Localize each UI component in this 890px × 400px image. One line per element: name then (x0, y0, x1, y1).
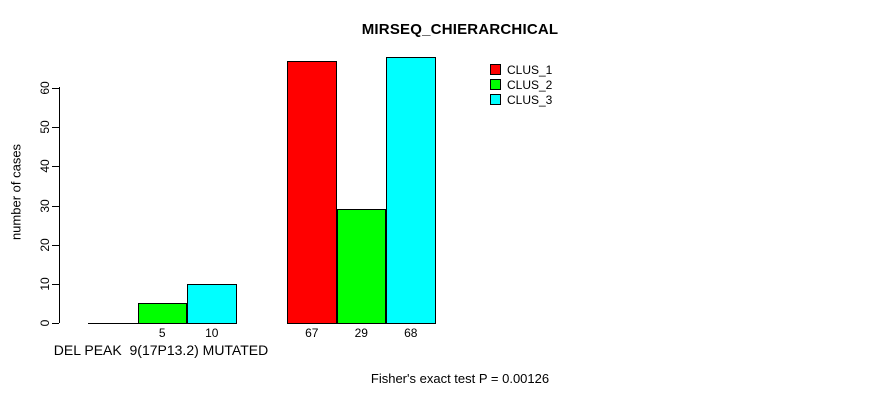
legend-label: CLUS_1 (507, 62, 553, 77)
y-axis-tick-label: 50 (38, 120, 52, 134)
y-axis-tick (52, 323, 59, 324)
y-axis-tick-label: 0 (38, 319, 52, 327)
y-axis-tick-label: 20 (38, 237, 52, 252)
bar-clus_1-group2 (287, 60, 337, 324)
x-axis-label: DEL PEAK 9(17P13.2) MUTATED (53, 342, 269, 358)
legend-item-clus_2: CLUS_2 (490, 77, 552, 92)
legend-item-clus_1: CLUS_1 (490, 62, 552, 77)
y-axis-tick-label: 60 (38, 81, 52, 95)
legend-item-clus_3: CLUS_3 (490, 92, 552, 107)
y-axis-tick-label: 10 (38, 277, 52, 291)
bar-clus_2-group1 (137, 303, 187, 324)
legend: CLUS_1 CLUS_2 CLUS_3 (490, 62, 552, 107)
y-axis-tick-label: 30 (38, 198, 52, 213)
fisher-test-annotation: Fisher's exact test P = 0.00126 (370, 371, 550, 386)
chart-title: MIRSEQ_CHIERARCHICAL (361, 21, 559, 38)
y-axis-tick (52, 127, 59, 129)
bar-clus_3-group1 (187, 283, 237, 324)
bar-value-label: 68 (404, 326, 418, 340)
y-axis-tick-label: 40 (38, 159, 52, 174)
y-axis-tick (52, 166, 59, 168)
y-axis-tick (52, 88, 59, 89)
y-axis-label: number of cases (8, 143, 24, 241)
bar-clus_2-group2 (336, 209, 386, 324)
bar-value-label: 67 (305, 326, 319, 340)
bar-clus_3-group2 (386, 56, 436, 324)
y-axis-tick (52, 244, 59, 246)
legend-label: CLUS_2 (507, 77, 553, 92)
legend-swatch-clus_1 (490, 64, 501, 75)
legend-swatch-clus_2 (490, 79, 501, 90)
legend-label: CLUS_3 (507, 92, 553, 107)
bar-value-label: 29 (354, 326, 368, 340)
y-axis-tick (52, 283, 59, 285)
bar-value-label: 5 (158, 326, 166, 340)
bar-value-label: 10 (205, 326, 219, 340)
y-axis-line (59, 87, 60, 323)
y-axis-tick (52, 205, 59, 207)
legend-swatch-clus_3 (490, 94, 501, 105)
